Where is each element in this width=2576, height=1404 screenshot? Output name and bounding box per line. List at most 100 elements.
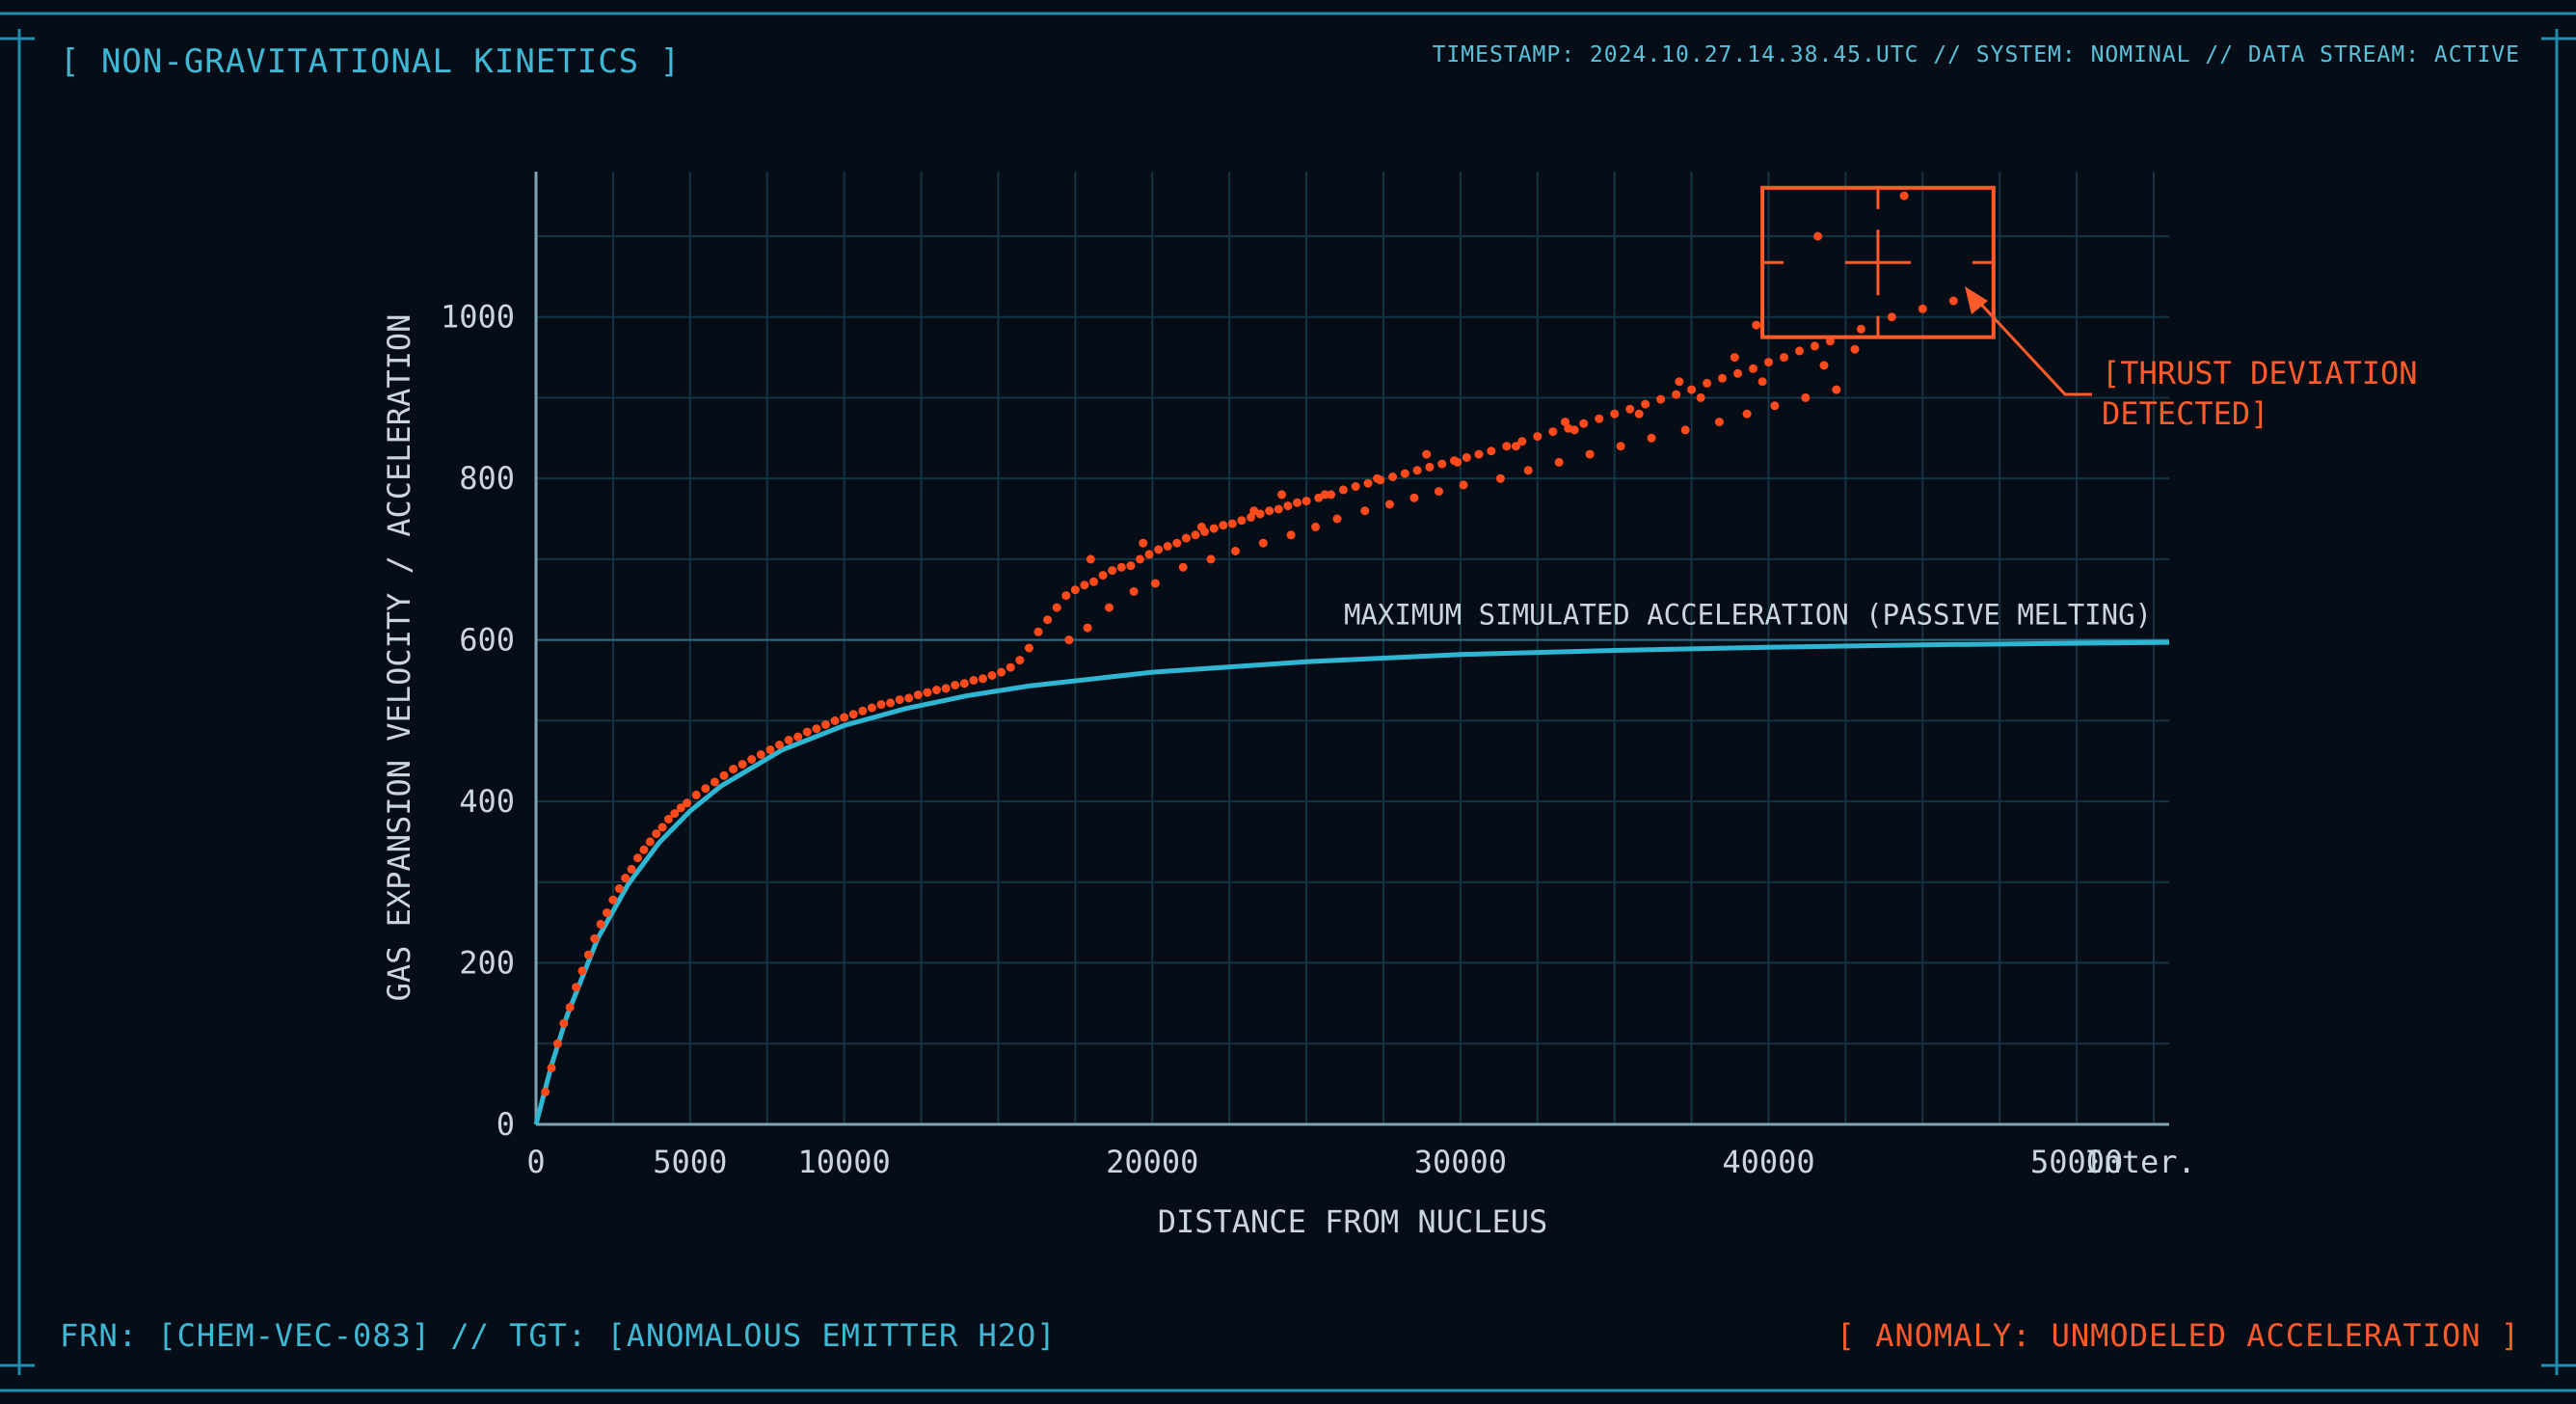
data-point: [1126, 561, 1136, 571]
data-point: [1301, 497, 1311, 506]
data-point: [1730, 353, 1739, 363]
data-point: [1105, 603, 1114, 612]
data-point: [1850, 344, 1860, 354]
data-point: [1634, 409, 1644, 418]
data-point: [552, 1039, 562, 1048]
data-point: [1283, 501, 1293, 511]
data-point: [1070, 585, 1080, 595]
data-point: [941, 684, 951, 693]
data-point: [876, 700, 886, 710]
data-point: [1286, 530, 1296, 540]
data-point: [1129, 586, 1139, 596]
data-point: [895, 695, 904, 705]
data-point: [1320, 490, 1329, 500]
data-point: [1675, 377, 1684, 387]
data-point: [913, 690, 923, 700]
data-point: [932, 686, 941, 694]
data-point: [1561, 418, 1570, 427]
data-point: [1265, 506, 1275, 516]
x-tick-label: 5000: [653, 1144, 727, 1180]
data-point: [590, 933, 600, 943]
data-point: [1098, 571, 1108, 580]
data-point: [1641, 399, 1650, 409]
data-point: [1144, 550, 1154, 559]
data-point: [596, 919, 605, 929]
data-point: [1533, 432, 1543, 442]
data-point: [1435, 487, 1443, 497]
y-tick-label: 0: [496, 1106, 515, 1143]
data-point: [1656, 394, 1666, 404]
data-point: [858, 706, 868, 716]
data-point: [1024, 643, 1033, 653]
data-point: [840, 713, 849, 722]
data-point: [1178, 562, 1188, 572]
data-point: [1554, 457, 1564, 467]
data-point: [1258, 538, 1268, 548]
data-point: [652, 829, 661, 839]
data-point: [710, 777, 719, 787]
data-point: [1400, 469, 1409, 478]
data-point: [1351, 482, 1360, 491]
data-point: [1360, 506, 1370, 516]
data-point: [1150, 579, 1160, 588]
data-point: [1043, 615, 1053, 625]
data-point: [1181, 533, 1191, 543]
data-point: [1680, 425, 1690, 435]
data-point: [1154, 545, 1164, 554]
data-point: [1714, 418, 1724, 427]
data-point: [802, 727, 812, 737]
data-point: [1033, 627, 1043, 636]
data-point: [645, 837, 655, 847]
y-tick-label: 400: [459, 783, 515, 820]
data-point: [1172, 538, 1182, 548]
data-point: [1764, 358, 1773, 367]
data-point: [603, 908, 611, 918]
x-tick-label: 0: [526, 1144, 545, 1180]
data-point: [886, 698, 896, 708]
data-point: [559, 1018, 569, 1028]
data-point: [784, 736, 793, 744]
data-point: [1523, 466, 1533, 475]
data-point: [1703, 378, 1712, 388]
data-point: [848, 710, 858, 719]
data-point: [812, 724, 821, 734]
panel-title: [ NON-GRAVITATIONAL KINETICS ]: [60, 42, 682, 81]
data-point: [1462, 452, 1471, 462]
data-point: [1487, 446, 1496, 456]
data-point: [1191, 530, 1200, 540]
data-point: [627, 864, 636, 874]
data-point: [1332, 514, 1342, 524]
data-point: [1517, 437, 1527, 446]
data-point: [1006, 662, 1015, 672]
data-point: [608, 895, 618, 904]
model-curve: [533, 639, 2170, 1125]
data-point: [572, 983, 581, 992]
data-point: [1819, 361, 1829, 370]
y-tick-label: 600: [459, 622, 515, 659]
data-point: [1453, 457, 1462, 467]
data-point: [1064, 635, 1074, 645]
data-point: [1422, 449, 1432, 459]
data-point: [959, 679, 969, 688]
data-point: [979, 674, 987, 684]
data-point: [1801, 392, 1811, 402]
data-point: [1502, 442, 1512, 451]
data-point: [670, 809, 680, 819]
data-point: [793, 732, 803, 742]
data-point: [1856, 324, 1865, 334]
data-point: [1277, 490, 1286, 500]
data-point: [1795, 346, 1804, 356]
data-point: [1293, 498, 1301, 507]
data-point: [663, 815, 673, 824]
data-point: [1136, 554, 1144, 564]
data-point: [1780, 353, 1788, 363]
data-point: [1373, 473, 1382, 483]
data-point: [775, 741, 784, 749]
data-point: [987, 671, 997, 680]
data-point: [867, 703, 876, 713]
data-point: [639, 845, 649, 854]
annotation-arrowhead: [1965, 286, 1988, 314]
data-point: [1363, 478, 1373, 488]
data-point: [657, 823, 667, 832]
data-point: [583, 950, 593, 959]
